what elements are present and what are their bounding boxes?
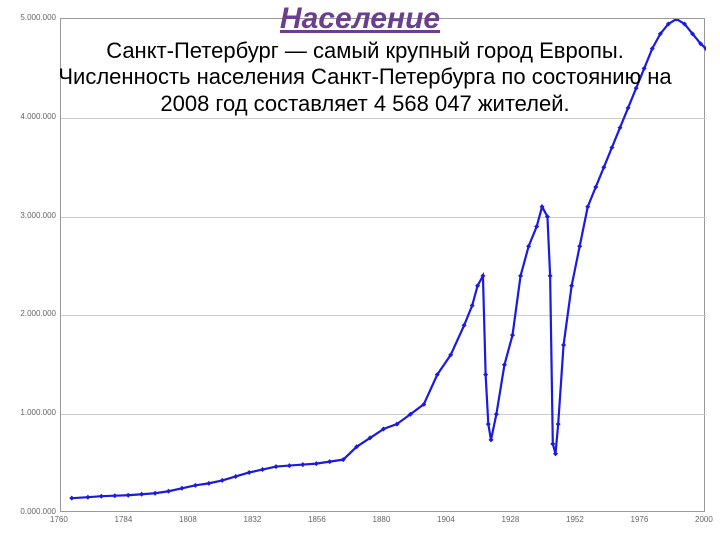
- data-marker: [126, 493, 131, 498]
- x-axis-label: 1880: [373, 515, 391, 524]
- x-axis-label: 1760: [50, 515, 68, 524]
- y-axis-label: 5.000.000: [20, 13, 56, 22]
- data-marker: [314, 461, 319, 466]
- x-axis-label: 1952: [566, 515, 584, 524]
- data-marker: [553, 451, 558, 456]
- data-marker: [166, 489, 171, 494]
- x-axis-label: 1808: [179, 515, 197, 524]
- x-axis-label: 1832: [244, 515, 262, 524]
- data-marker: [548, 273, 553, 278]
- data-marker: [85, 495, 90, 500]
- data-marker: [233, 474, 238, 479]
- data-marker: [510, 333, 515, 338]
- y-axis-label: 3.000.000: [20, 211, 56, 220]
- data-marker: [300, 462, 305, 467]
- data-marker: [577, 244, 582, 249]
- data-marker: [486, 422, 491, 427]
- root: Население Санкт-Петербург — самый крупны…: [0, 0, 720, 540]
- data-marker: [569, 283, 574, 288]
- y-axis-label: 2.000.000: [20, 309, 56, 318]
- data-marker: [561, 343, 566, 348]
- x-axis-label: 1928: [502, 515, 520, 524]
- data-marker: [179, 486, 184, 491]
- data-marker: [518, 273, 523, 278]
- data-marker: [550, 441, 555, 446]
- x-axis-label: 1904: [437, 515, 455, 524]
- y-axis-label: 1.000.000: [20, 408, 56, 417]
- data-marker: [139, 492, 144, 497]
- title-text: Население: [280, 2, 440, 35]
- data-marker: [206, 481, 211, 486]
- x-axis-label: 1976: [631, 515, 649, 524]
- data-marker: [327, 459, 332, 464]
- data-marker: [69, 496, 74, 501]
- data-marker: [193, 483, 198, 488]
- x-axis-label: 1784: [115, 515, 133, 524]
- data-marker: [556, 422, 561, 427]
- x-axis-label: 2000: [695, 515, 713, 524]
- data-marker: [287, 463, 292, 468]
- data-marker: [247, 470, 252, 475]
- data-marker: [494, 412, 499, 417]
- y-axis-label: 4.000.000: [20, 112, 56, 121]
- data-marker: [483, 372, 488, 377]
- data-marker: [502, 362, 507, 367]
- data-marker: [112, 493, 117, 498]
- data-marker: [220, 478, 225, 483]
- x-axis-label: 1856: [308, 515, 326, 524]
- data-marker: [274, 464, 279, 469]
- page-title: Население: [0, 2, 720, 36]
- data-marker: [489, 437, 494, 442]
- page-subtitle: Санкт-Петербург — самый крупный город Ев…: [40, 38, 690, 117]
- data-marker: [153, 491, 158, 496]
- data-marker: [99, 494, 104, 499]
- data-marker: [260, 467, 265, 472]
